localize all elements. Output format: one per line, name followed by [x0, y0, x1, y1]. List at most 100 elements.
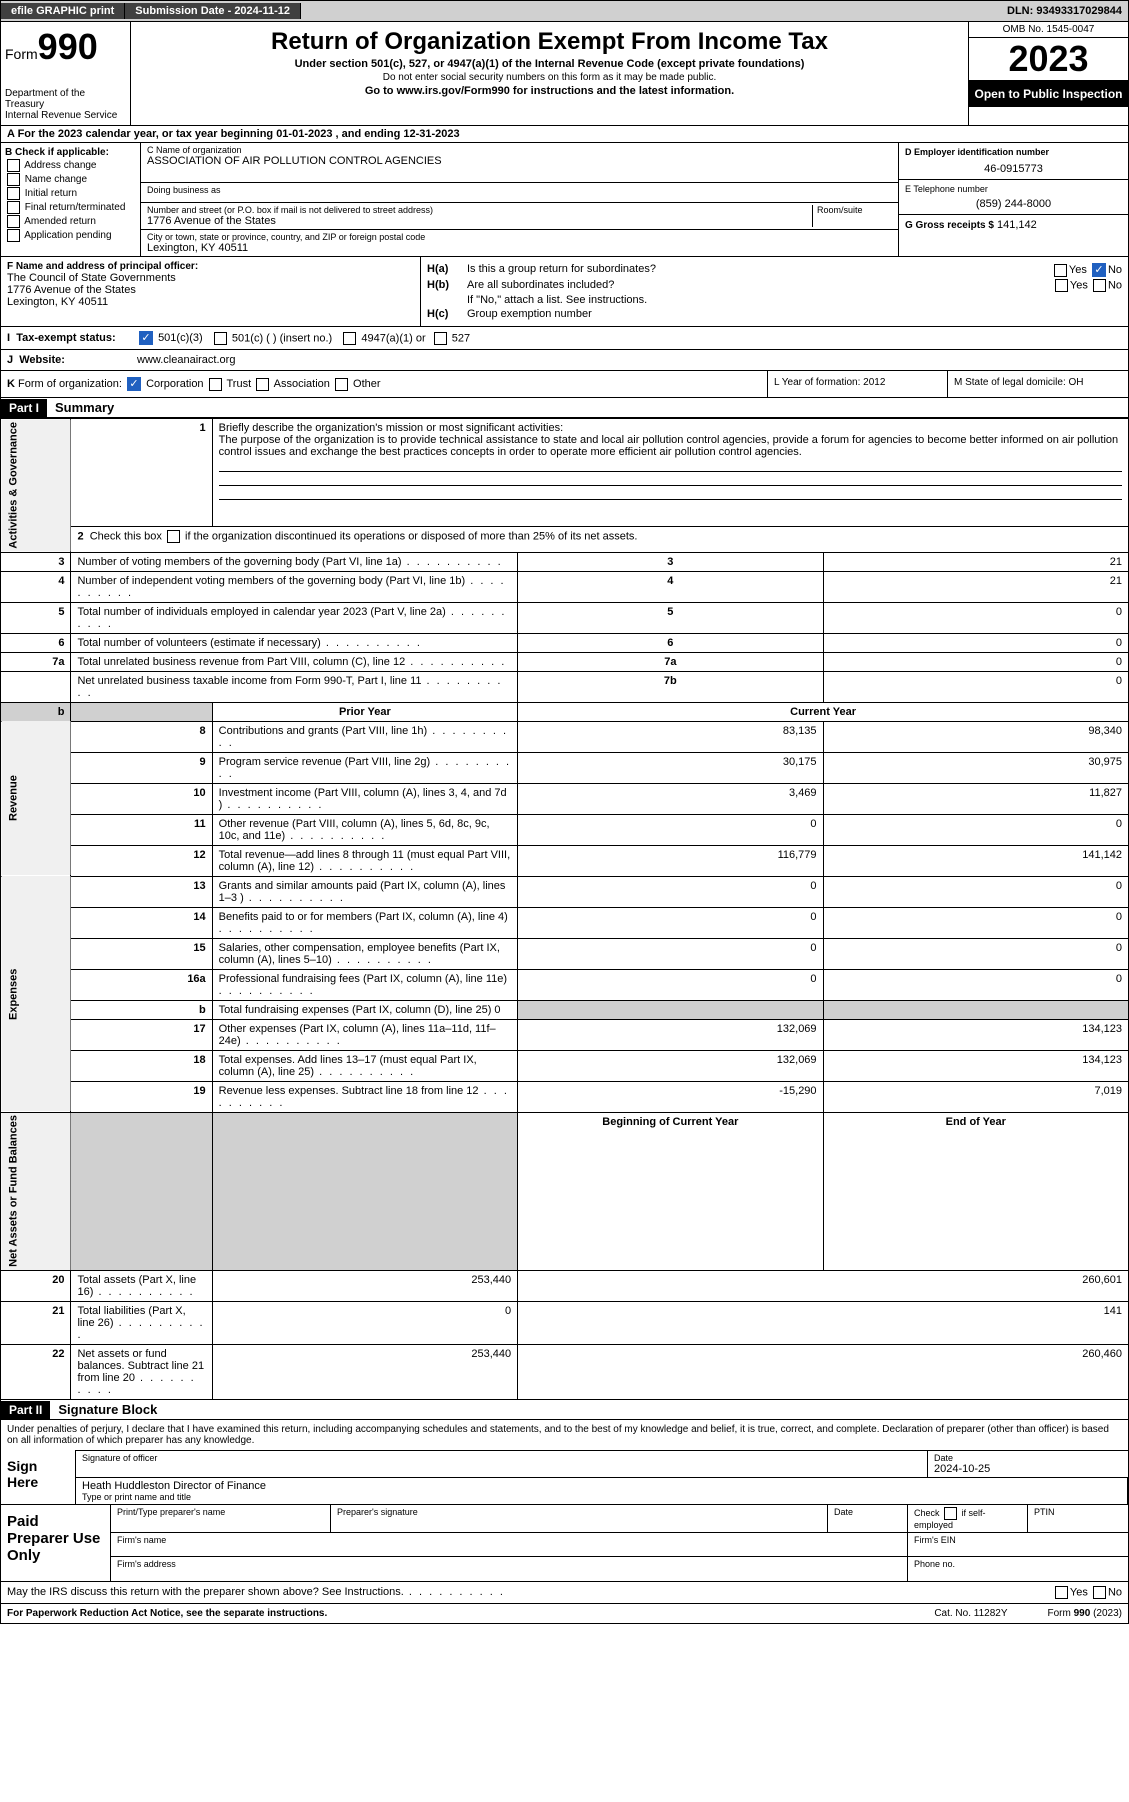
- section-m: M State of legal domicile: OH: [948, 371, 1128, 397]
- j-text: Website:: [19, 354, 65, 366]
- net-row: 22Net assets or fund balances. Subtract …: [1, 1345, 1129, 1400]
- expense-row: 19Revenue less expenses. Subtract line 1…: [1, 1081, 1129, 1112]
- net-row: 21Total liabilities (Part X, line 26)014…: [1, 1302, 1129, 1345]
- summary-row: 3Number of voting members of the governi…: [1, 552, 1129, 571]
- section-de: D Employer identification number 46-0915…: [898, 143, 1128, 256]
- firm-phone-label: Phone no.: [908, 1557, 1128, 1581]
- k-assoc[interactable]: Association: [254, 378, 330, 390]
- phone-value: (859) 244-8000: [905, 198, 1122, 210]
- k-trust[interactable]: Trust: [207, 378, 252, 390]
- hb-label: H(b): [427, 279, 467, 292]
- j-label: J: [7, 354, 13, 366]
- revenue-row: 11Other revenue (Part VIII, column (A), …: [1, 814, 1129, 845]
- officer-name: The Council of State Governments: [7, 272, 414, 284]
- part2-header: Part II Signature Block: [0, 1400, 1129, 1420]
- gross-label: G Gross receipts $: [905, 220, 994, 231]
- revenue-row: 9Program service revenue (Part VIII, lin…: [1, 752, 1129, 783]
- i-opt3[interactable]: 4947(a)(1) or: [341, 332, 425, 345]
- omb-number: OMB No. 1545-0047: [969, 22, 1128, 38]
- section-b: B Check if applicable: Address change Na…: [1, 143, 141, 256]
- summary-row: 7aTotal unrelated business revenue from …: [1, 652, 1129, 671]
- dept-treasury: Department of the Treasury: [5, 88, 126, 110]
- vtab-net: Net Assets or Fund Balances: [1, 1112, 71, 1271]
- discuss-checkboxes[interactable]: Yes No: [1053, 1586, 1122, 1599]
- mission-text: The purpose of the organization is to pr…: [219, 434, 1122, 458]
- i-opt2[interactable]: 501(c) ( ) (insert no.): [212, 332, 332, 345]
- goto-link[interactable]: Go to www.irs.gov/Form990 for instructio…: [141, 85, 958, 97]
- section-h: H(a)Is this a group return for subordina…: [421, 257, 1128, 326]
- mission-label: Briefly describe the organization's miss…: [219, 422, 1122, 434]
- ein-label: D Employer identification number: [905, 147, 1122, 157]
- dln: DLN: 93493317029844: [1001, 3, 1128, 19]
- part1-header: Part I Summary: [0, 398, 1129, 418]
- discuss-text: May the IRS discuss this return with the…: [7, 1586, 505, 1599]
- checkbox-initial-return[interactable]: Initial return: [5, 187, 136, 200]
- officer-name-title: Heath Huddleston Director of Finance: [82, 1480, 266, 1492]
- city-label: City or town, state or province, country…: [147, 232, 892, 242]
- city-value: Lexington, KY 40511: [147, 242, 892, 254]
- ha-text: Is this a group return for subordinates?: [467, 263, 1012, 277]
- ein-value: 46-0915773: [905, 163, 1122, 175]
- k-other[interactable]: Other: [333, 378, 381, 390]
- prep-ptin-label: PTIN: [1028, 1505, 1128, 1532]
- i-text: Tax-exempt status:: [16, 332, 115, 344]
- firm-name-label: Firm's name: [111, 1533, 908, 1556]
- hdr-prior: Prior Year: [212, 702, 517, 721]
- summary-row: 5Total number of individuals employed in…: [1, 602, 1129, 633]
- firm-addr-label: Firm's address: [111, 1557, 908, 1581]
- form-ref: Form 990 (2023): [1048, 1608, 1122, 1619]
- hb-note: If "No," attach a list. See instructions…: [467, 294, 1122, 306]
- cat-no: Cat. No. 11282Y: [934, 1608, 1007, 1619]
- expense-row: 16aProfessional fundraising fees (Part I…: [1, 969, 1129, 1000]
- prep-check-label[interactable]: Check if self-employed: [908, 1505, 1028, 1532]
- section-a: A For the 2023 calendar year, or tax yea…: [0, 126, 1129, 143]
- checkbox-amended-return[interactable]: Amended return: [5, 215, 136, 228]
- line-2: 2 Check this box if the organization dis…: [71, 527, 1129, 552]
- prep-sig-label: Preparer's signature: [331, 1505, 828, 1532]
- checkbox-application-pending[interactable]: Application pending: [5, 229, 136, 242]
- checkbox-name-change[interactable]: Name change: [5, 173, 136, 186]
- hc-label: H(c): [427, 308, 467, 320]
- i-label: I: [7, 332, 10, 344]
- type-label: Type or print name and title: [82, 1492, 191, 1502]
- checkbox-address-change[interactable]: Address change: [5, 159, 136, 172]
- room-label: Room/suite: [817, 205, 892, 215]
- officer-city: Lexington, KY 40511: [7, 296, 414, 308]
- phone-label: E Telephone number: [905, 184, 1122, 194]
- expense-row: 18Total expenses. Add lines 13–17 (must …: [1, 1050, 1129, 1081]
- irs-label: Internal Revenue Service: [5, 110, 126, 121]
- prep-name-label: Print/Type preparer's name: [111, 1505, 331, 1532]
- hdr-beg: Beginning of Current Year: [518, 1112, 823, 1271]
- form-number: Form990: [5, 26, 126, 68]
- sig-officer-label: Signature of officer: [76, 1451, 928, 1477]
- section-f: F Name and address of principal officer:…: [1, 257, 421, 326]
- expense-row: 17Other expenses (Part IX, column (A), l…: [1, 1019, 1129, 1050]
- i-opt1[interactable]: ✓ 501(c)(3): [137, 331, 203, 345]
- hc-text: Group exemption number: [467, 308, 1122, 320]
- b-label: B Check if applicable:: [5, 147, 136, 158]
- top-bar: efile GRAPHIC print Submission Date - 20…: [0, 0, 1129, 22]
- footer: For Paperwork Reduction Act Notice, see …: [0, 1604, 1129, 1624]
- vtab-governance: Activities & Governance: [1, 419, 71, 553]
- expense-row: 14Benefits paid to or for members (Part …: [1, 907, 1129, 938]
- firm-ein-label: Firm's EIN: [908, 1533, 1128, 1556]
- expense-row: Expenses13Grants and similar amounts pai…: [1, 876, 1129, 907]
- revenue-row: 12Total revenue—add lines 8 through 11 (…: [1, 845, 1129, 876]
- hb-text: Are all subordinates included?: [467, 279, 1012, 292]
- efile-button[interactable]: efile GRAPHIC print: [1, 3, 125, 19]
- net-row: 20Total assets (Part X, line 16)253,4402…: [1, 1271, 1129, 1302]
- part1-label: Part I: [1, 399, 47, 417]
- checkbox-final-return-terminated[interactable]: Final return/terminated: [5, 201, 136, 214]
- part2-label: Part II: [1, 1401, 50, 1419]
- k-corp[interactable]: ✓ Corporation: [125, 378, 204, 390]
- hb-checkboxes[interactable]: Yes No: [1012, 279, 1122, 292]
- officer-label: F Name and address of principal officer:: [7, 261, 414, 272]
- website-value[interactable]: www.cleanairact.org: [137, 354, 235, 366]
- ha-label: H(a): [427, 263, 467, 277]
- row-i: I Tax-exempt status: ✓ 501(c)(3) 501(c) …: [0, 327, 1129, 350]
- i-opt4[interactable]: 527: [432, 332, 470, 345]
- pra-notice: For Paperwork Reduction Act Notice, see …: [7, 1608, 934, 1619]
- ha-checkboxes[interactable]: Yes ✓No: [1012, 263, 1122, 277]
- tax-year: 2023: [969, 38, 1128, 81]
- info-grid: B Check if applicable: Address change Na…: [0, 143, 1129, 257]
